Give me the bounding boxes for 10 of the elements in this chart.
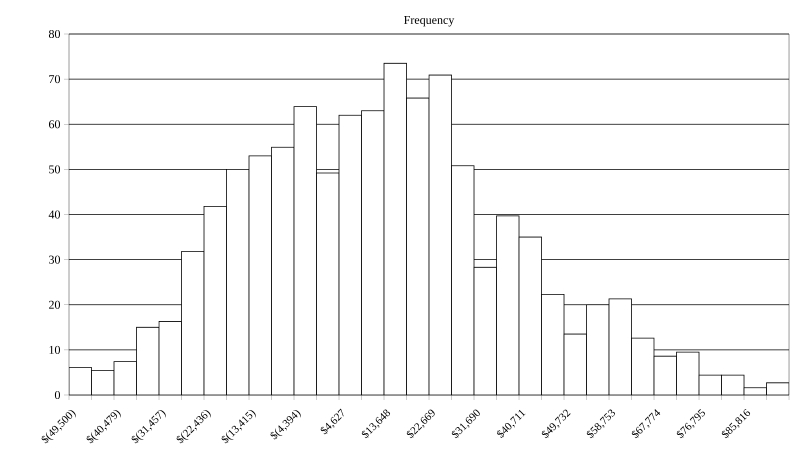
y-tick-label: 70 <box>49 75 60 84</box>
y-tick-label: 0 <box>54 390 60 400</box>
y-tick-label: 10 <box>50 346 60 354</box>
y-tick-label: 60 <box>48 120 60 128</box>
y-tick-label: 20 <box>49 300 60 309</box>
y-tick-label: 50 <box>49 165 60 174</box>
y-tick-label: 40 <box>48 210 60 219</box>
y-tick-label: 30 <box>49 256 60 264</box>
y-tick-label: 80 <box>48 30 60 38</box>
chart-title: Frequency <box>404 16 454 26</box>
